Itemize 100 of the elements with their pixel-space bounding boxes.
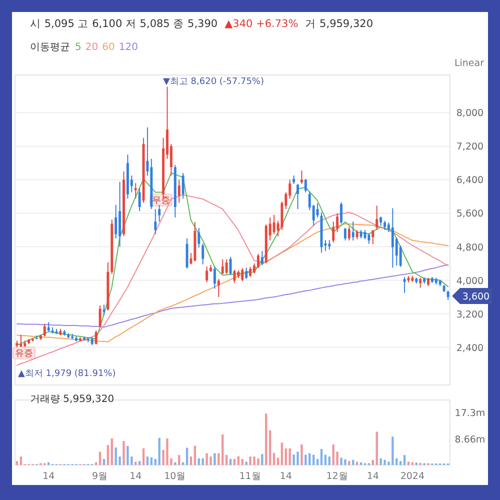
bar [138,461,141,465]
bar [296,452,299,465]
bar [304,454,307,465]
candlestick [391,208,394,268]
annotation: 유증 [15,349,33,359]
bar [384,460,386,465]
candlestick [256,253,260,269]
candlestick [178,179,180,204]
candlestick [352,221,354,241]
y-tick-label: 4,800 [456,242,484,254]
bar [261,454,264,465]
bar [356,462,358,465]
text: 3,600 [462,292,490,302]
text: 거 5,959,320 [305,18,373,30]
candlestick [356,230,358,240]
candlestick [94,330,98,345]
candlestick [368,232,370,244]
bar [284,448,287,465]
bar [268,430,272,465]
candlestick [380,216,382,226]
candlestick [217,278,220,298]
candlestick [245,267,248,280]
bar [229,458,232,465]
x-tick-label: 14 [280,471,292,482]
candlestick [304,178,307,193]
bar [158,438,160,465]
bar [210,456,212,465]
candlestick [328,240,331,250]
bar [396,458,398,465]
bar [122,441,125,465]
x-tick-label: 14 [130,471,142,482]
bar [407,462,410,465]
text: 5 [75,42,82,53]
candlestick [154,208,157,235]
chart-title: 거래량 5,959,320 [30,394,114,405]
bar [206,453,208,465]
bar [114,447,117,465]
x-tick-label: 12월 [326,471,348,482]
bar [241,458,244,465]
bar [257,458,260,465]
candlestick [158,204,161,222]
bar [276,458,280,465]
annotation: 무증 [152,196,170,206]
bar [225,455,228,465]
bar [316,458,319,465]
bar [403,455,406,465]
bar [300,444,303,465]
candlestick [384,220,386,230]
text: Linear [454,58,484,69]
candlestick [20,334,22,348]
bar [110,438,113,465]
bar [324,454,327,465]
line-series [16,172,449,346]
bar [198,458,200,465]
y-tick-label: 8.66m [454,434,486,446]
bar [146,456,149,465]
bar [16,461,18,465]
candlestick [419,277,422,288]
candlestick [182,172,184,200]
y-tick-label: 2,400 [456,342,484,354]
annotation: ▼최고 8,620 (-57.75%) [163,77,264,87]
bar [222,434,224,465]
candlestick [260,250,264,266]
bar [245,462,248,465]
bar [392,436,394,465]
bar [237,456,240,465]
bar [202,458,204,465]
text: 시 5,095 고 6,100 저 5,085 종 5,390 [30,18,218,30]
x-tick-label: 2024 [400,471,425,482]
text: 60 [102,42,115,53]
text: 120 [118,42,138,53]
bar [348,461,350,465]
bar [328,456,330,465]
bar [249,456,252,465]
candlestick [344,227,346,241]
bar [308,453,311,465]
bar [344,459,346,465]
bar [399,461,402,465]
bar [186,448,188,465]
y-tick-label: 7,200 [456,142,484,153]
legend-title: 이동평균 [30,42,70,53]
x-tick-label: 14 [366,471,379,482]
candlestick [372,230,374,245]
text: ▲340 +6.73% [224,18,298,30]
candlestick [134,182,137,200]
bar [20,456,22,465]
candlestick [202,242,204,265]
candlestick [348,226,350,241]
candlestick [376,205,378,230]
candlestick [198,227,200,248]
bar [332,444,334,465]
bar [320,448,323,465]
y-tick-label: 17.3m [454,408,486,420]
candlestick [43,323,46,337]
bar [142,448,145,465]
bar [265,414,268,465]
candlestick [114,204,118,239]
bar [150,457,153,465]
bar [194,446,196,465]
bar [178,455,180,465]
